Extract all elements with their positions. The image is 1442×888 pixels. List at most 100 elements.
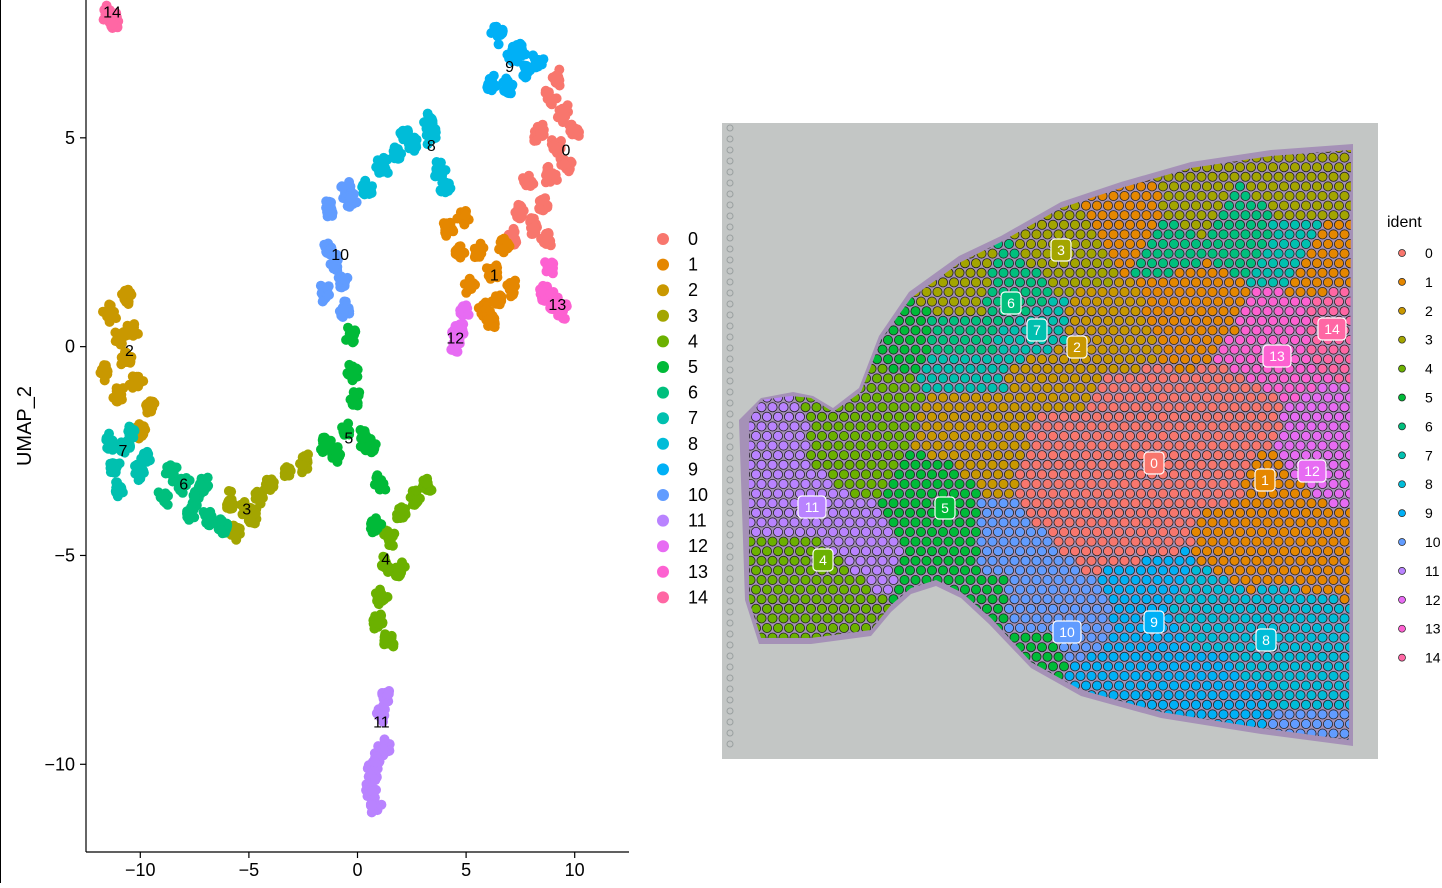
tissue-spot — [1087, 268, 1096, 277]
tissue-spot — [905, 412, 914, 421]
tissue-spot — [1296, 307, 1305, 316]
tissue-spot — [861, 604, 870, 613]
umap-point — [217, 516, 227, 526]
tissue-spot — [1318, 191, 1327, 200]
tissue-spot — [1263, 326, 1272, 335]
tissue-spot — [861, 393, 870, 402]
umap-point — [499, 245, 509, 255]
tissue-spot — [1296, 556, 1305, 565]
tissue-spot — [1169, 508, 1178, 517]
tissue-spot — [1290, 201, 1299, 210]
tissue-spot — [1224, 566, 1233, 575]
x-tick-label: −5 — [239, 860, 260, 880]
tissue-spot — [1219, 230, 1228, 239]
tissue-spot — [1285, 230, 1294, 239]
tissue-spot — [944, 537, 953, 546]
tissue-spot — [1230, 403, 1239, 412]
legend-label: 5 — [688, 357, 698, 377]
tissue-spot — [1296, 345, 1305, 354]
tissue-spot — [834, 460, 843, 469]
tissue-spot — [971, 278, 980, 287]
tissue-spot — [1054, 595, 1063, 604]
tissue-spot — [1235, 393, 1244, 402]
tissue-spot — [1252, 460, 1261, 469]
tissue-spot — [845, 403, 854, 412]
tissue-spot — [1087, 307, 1096, 316]
tissue-spot — [1180, 412, 1189, 421]
tissue-spot — [1318, 364, 1327, 373]
tissue-spot — [982, 355, 991, 364]
tissue-spot — [1043, 518, 1052, 527]
tissue-spot — [993, 604, 1002, 613]
tissue-spot — [1109, 518, 1118, 527]
tissue-spot — [801, 575, 810, 584]
tissue-spot — [1241, 326, 1250, 335]
tissue-spot — [1142, 326, 1151, 335]
tissue-spot — [1323, 585, 1332, 594]
tissue-spot — [922, 364, 931, 373]
tissue-spot — [1274, 172, 1283, 181]
tissue-spot — [883, 374, 892, 383]
tissue-spot — [1098, 345, 1107, 354]
tissue-spot — [1169, 566, 1178, 575]
tissue-spot — [977, 326, 986, 335]
legend-key — [657, 361, 669, 373]
legend-key — [657, 233, 669, 245]
tissue-spot — [911, 383, 920, 392]
tissue-spot — [762, 470, 771, 479]
tissue-spot — [1169, 239, 1178, 248]
tissue-spot — [916, 527, 925, 536]
tissue-spot — [1037, 374, 1046, 383]
tissue-spot — [1235, 585, 1244, 594]
tissue-spot — [768, 575, 777, 584]
tissue-spot — [977, 518, 986, 527]
tissue-spot — [1241, 345, 1250, 354]
tissue-spot — [916, 393, 925, 402]
tissue-spot — [883, 431, 892, 440]
tissue-spot — [1290, 259, 1299, 268]
tissue-spot — [889, 460, 898, 469]
tissue-spot — [1021, 383, 1030, 392]
tissue-spot — [1285, 172, 1294, 181]
tissue-spot — [1158, 316, 1167, 325]
tissue-spot — [850, 585, 859, 594]
tissue-spot — [1120, 364, 1129, 373]
tissue-spot — [1120, 595, 1129, 604]
tissue-spot — [1296, 268, 1305, 277]
tissue-spot — [1120, 230, 1129, 239]
tissue-spot — [834, 575, 843, 584]
tissue-spot — [1323, 220, 1332, 229]
tissue-spot — [861, 470, 870, 479]
tissue-spot — [1059, 374, 1068, 383]
tissue-spot — [1043, 364, 1052, 373]
tissue-spot — [938, 566, 947, 575]
tissue-spot — [1048, 604, 1057, 613]
tissue-spot — [1169, 182, 1178, 191]
tissue-spot — [1268, 335, 1277, 344]
tissue-spot — [1169, 297, 1178, 306]
tissue-spot — [1054, 518, 1063, 527]
tissue-spot — [883, 393, 892, 402]
umap-point — [536, 286, 546, 296]
tissue-spot — [1202, 182, 1211, 191]
tissue-spot — [1263, 595, 1272, 604]
tissue-spot — [1329, 518, 1338, 527]
tissue-spot — [1290, 278, 1299, 287]
tissue-spot — [867, 499, 876, 508]
tissue-spot — [1048, 585, 1057, 594]
tissue-spot — [993, 393, 1002, 402]
tissue-spot — [1263, 211, 1272, 220]
tissue-spot — [894, 585, 903, 594]
tissue-spot — [905, 431, 914, 440]
tissue-spot — [1114, 431, 1123, 440]
tissue-spot — [911, 479, 920, 488]
tissue-spot — [1301, 374, 1310, 383]
tissue-spot — [1043, 575, 1052, 584]
tissue-spot — [795, 566, 804, 575]
tissue-spot — [1340, 575, 1349, 584]
tissue-spot — [867, 403, 876, 412]
tissue-spot — [1010, 403, 1019, 412]
tissue-spot — [927, 412, 936, 421]
tissue-spot — [1147, 374, 1156, 383]
tissue-spot — [878, 537, 887, 546]
